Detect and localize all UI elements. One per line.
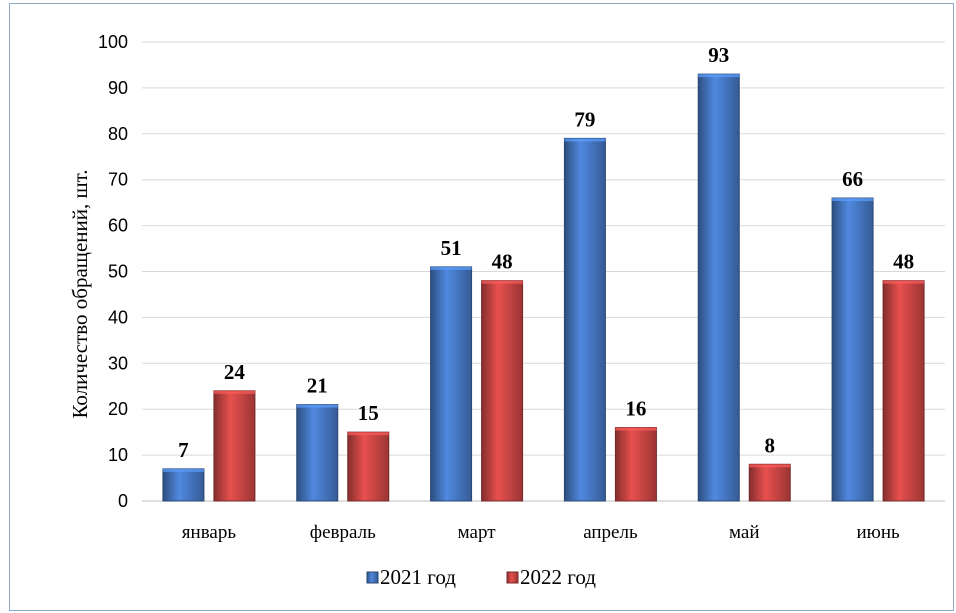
- y-tick-label: 100: [98, 32, 128, 52]
- bar-2-3: [481, 280, 524, 502]
- y-tick-label: 10: [108, 445, 128, 465]
- x-category-label: январь: [182, 522, 237, 543]
- data-label: 21: [307, 374, 328, 398]
- legend-item: 2022 год: [506, 565, 596, 589]
- legend-label: 2021 год: [380, 565, 456, 589]
- y-axis-title: Количество обращений, шт.: [68, 169, 92, 418]
- y-tick-label: 0: [118, 491, 128, 511]
- bar-top-highlight: [564, 138, 606, 142]
- legend-swatch: [366, 571, 379, 584]
- bar-2-4: [614, 427, 657, 502]
- bar-2-2: [347, 431, 390, 502]
- y-tick-label: 70: [108, 170, 128, 190]
- data-label: 7: [178, 438, 189, 462]
- legend-item: 2021 год: [366, 565, 456, 589]
- data-label: 66: [842, 167, 863, 191]
- bar-top-highlight: [162, 468, 204, 472]
- data-label: 24: [224, 360, 246, 384]
- bar-1-1: [162, 468, 205, 502]
- bar-1-2: [296, 404, 339, 502]
- bar-top-highlight: [430, 266, 472, 270]
- data-label: 93: [708, 43, 729, 67]
- x-category-label: март: [458, 522, 497, 543]
- bar-top-highlight: [749, 464, 791, 468]
- x-category-label: июнь: [856, 522, 900, 543]
- data-label: 51: [441, 236, 462, 260]
- bar-top-highlight: [213, 390, 255, 394]
- bar-top-highlight: [698, 74, 740, 78]
- bar-chart: 0 10 20 30 40 50 60 70 80 90 100 7 24 21 15 51 48 79 16 93…: [68, 32, 945, 589]
- y-tick-label: 40: [108, 307, 128, 327]
- bar-1-6: [831, 197, 874, 502]
- bar-1-3: [430, 266, 473, 502]
- bar-2-1: [213, 390, 256, 502]
- y-axis-ticks: 0 10 20 30 40 50 60 70 80 90 100: [98, 32, 128, 511]
- bar-top-highlight: [347, 432, 389, 436]
- legend: 2021 год 2022 год: [366, 565, 596, 589]
- bar-top-highlight: [832, 198, 874, 202]
- bar-1-5: [697, 73, 740, 502]
- y-tick-label: 20: [108, 399, 128, 419]
- data-label: 15: [358, 401, 379, 425]
- y-tick-label: 50: [108, 262, 128, 282]
- y-tick-label: 30: [108, 353, 128, 373]
- data-label: 48: [492, 250, 513, 274]
- bar-top-highlight: [481, 280, 523, 284]
- data-labels: 7 24 21 15 51 48 79 16 93 8 66 48: [178, 43, 914, 462]
- x-category-label: апрель: [583, 522, 638, 543]
- data-label: 79: [574, 107, 595, 131]
- y-tick-label: 80: [108, 124, 128, 144]
- bar-top-highlight: [296, 404, 338, 408]
- x-axis-categories: январь февраль март апрель май июнь: [182, 522, 900, 543]
- bar-top-highlight: [883, 280, 925, 284]
- legend-swatch: [506, 571, 519, 584]
- x-category-label: май: [729, 522, 760, 543]
- bar-2-5: [748, 463, 791, 502]
- data-label: 8: [765, 433, 776, 457]
- chart-frame: 0 10 20 30 40 50 60 70 80 90 100 7 24 21 15 51 48 79 16 93…: [9, 3, 954, 611]
- legend-label: 2022 год: [520, 565, 596, 589]
- y-tick-label: 60: [108, 216, 128, 236]
- bar-top-highlight: [615, 427, 657, 431]
- bars: [162, 73, 925, 502]
- gridlines: [142, 41, 945, 502]
- data-label: 48: [893, 250, 914, 274]
- bar-1-4: [563, 137, 606, 502]
- y-tick-label: 90: [108, 78, 128, 98]
- bar-2-6: [882, 280, 925, 502]
- x-category-label: февраль: [310, 522, 376, 543]
- data-label: 16: [625, 397, 646, 421]
